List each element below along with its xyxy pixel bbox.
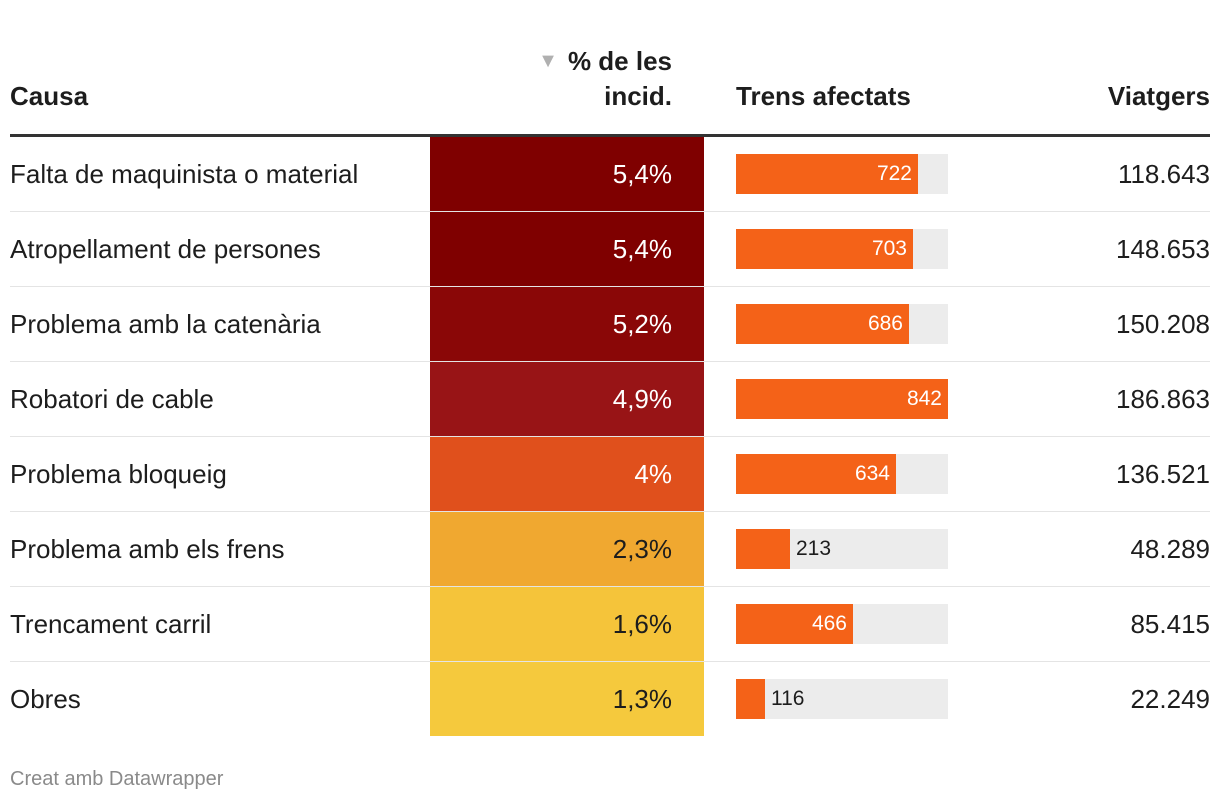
table-row: Problema bloqueig 4% 634 136.521 [10,437,1210,512]
cell-pct-heat: 4,9% [430,362,704,436]
table-row: Robatori de cable 4,9% 842 186.863 [10,362,1210,437]
table-row: Trencament carril 1,6% 466 85.415 [10,587,1210,662]
cell-viatgers: 48.289 [1130,534,1210,564]
trens-bar [736,379,948,419]
data-table: Causa ▼ % de les incid. Trens afectats Via… [10,40,1210,736]
trens-bar-label: 466 [811,612,847,635]
trens-bar [736,604,853,644]
column-header-pct-label: % de les incid. [567,46,672,111]
cell-viatgers: 22.249 [1130,684,1210,714]
trens-bar-label: 703 [871,237,907,260]
cell-causa: Obres [10,684,81,714]
cell-pct-heat: 5,2% [430,287,704,361]
column-header-trens[interactable]: Trens afectats [736,81,911,111]
cell-viatgers: 150.208 [1116,309,1210,339]
cell-pct-heat: 1,6% [430,587,704,661]
cell-causa: Falta de maquinista o material [10,159,359,189]
cell-pct-heat: 1,3% [430,662,704,736]
cell-causa: Problema amb els frens [10,534,285,564]
cell-viatgers: 186.863 [1116,384,1210,414]
cell-viatgers: 118.643 [1117,159,1210,189]
table-row: Problema amb els frens 2,3% 213 48.289 [10,512,1210,587]
cell-trens-bar-track: 842 [736,379,948,419]
trens-bar [736,529,790,569]
cell-causa: Robatori de cable [10,384,214,414]
cell-trens-bar-track: 722 [736,154,948,194]
column-header-causa[interactable]: Causa [10,81,89,111]
column-header-viatgers[interactable]: Viatgers [1107,81,1210,111]
trens-bar [736,229,913,269]
trens-bar [736,679,765,719]
cell-viatgers: 136.521 [1116,459,1210,489]
cell-causa: Atropellament de persones [10,234,321,264]
cell-trens-bar-track: 466 [736,604,948,644]
cell-trens-bar-track: 634 [736,454,948,494]
cell-pct-heat: 5,4% [430,212,704,286]
sort-descending-icon[interactable]: ▼ [538,50,558,72]
trens-bar-label: 842 [906,387,942,410]
trens-bar-label: 116 [771,687,805,710]
trens-bar-label: 634 [854,462,890,485]
cell-trens-bar-track: 703 [736,229,948,269]
table-row: Falta de maquinista o material 5,4% 722 118… [10,137,1210,212]
trens-bar-label: 722 [876,162,912,185]
column-header-pct[interactable]: ▼ % de les incid. [430,44,672,114]
table-row: Atropellament de persones 5,4% 703 148.653 [10,212,1210,287]
cell-pct-heat: 5,4% [430,137,704,211]
trens-bar-label: 686 [867,312,903,335]
cell-causa: Problema bloqueig [10,459,227,489]
cell-pct-heat: 2,3% [430,512,704,586]
table-body: Falta de maquinista o material 5,4% 722 118… [10,137,1210,736]
trens-bar [736,304,909,344]
trens-bar [736,154,918,194]
cell-viatgers: 148.653 [1116,234,1210,264]
cell-viatgers: 85.415 [1130,609,1210,639]
table-header: Causa ▼ % de les incid. Trens afectats Via… [10,40,1210,137]
footer-credit[interactable]: Creat amb Datawrapper [10,768,224,790]
cell-pct-heat: 4% [430,437,704,511]
trens-bar [736,454,896,494]
cell-trens-bar-track: 686 [736,304,948,344]
trens-bar-label: 213 [796,537,832,560]
table-row: Obres 1,3% 116 22.249 [10,662,1210,736]
cell-causa: Trencament carril [10,609,212,639]
cell-trens-bar-track: 116 [736,679,948,719]
cell-trens-bar-track: 213 [736,529,948,569]
table-row: Problema amb la catenària 5,2% 686 150.208 [10,287,1210,362]
cell-causa: Problema amb la catenària [10,309,321,339]
